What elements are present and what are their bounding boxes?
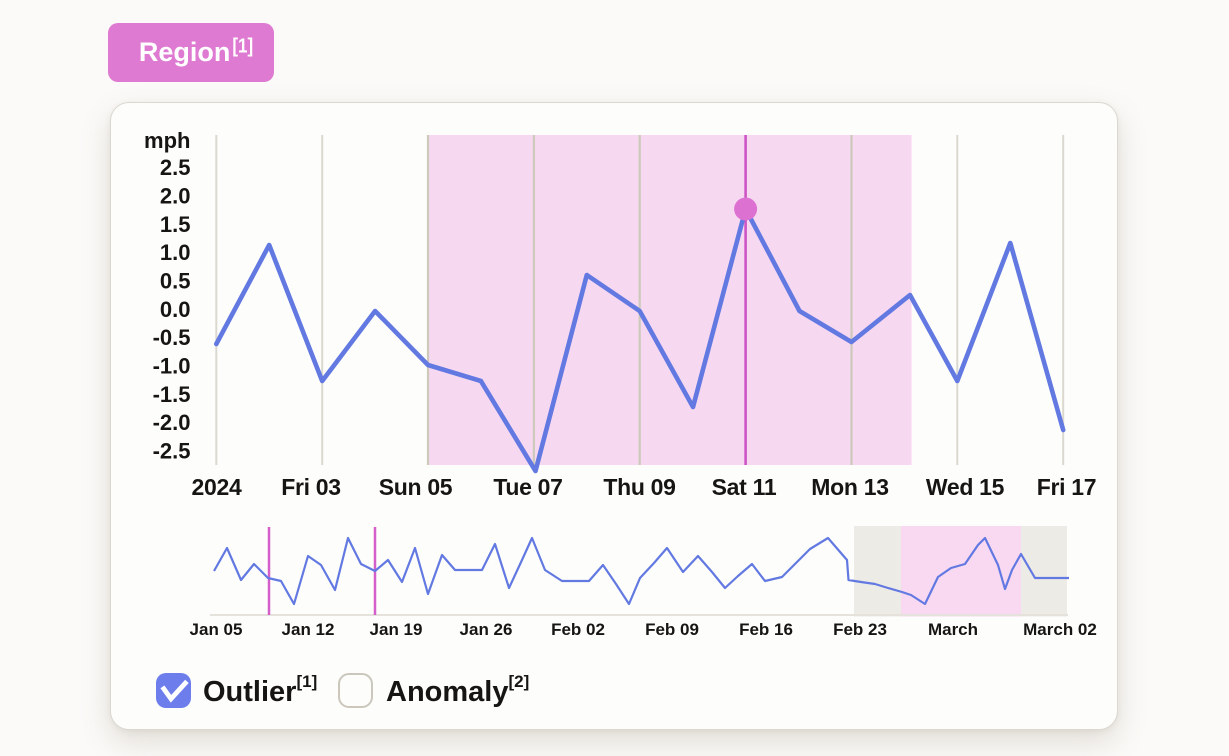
svg-text:Feb 09: Feb 09 xyxy=(645,620,699,639)
svg-text:2.5: 2.5 xyxy=(160,155,191,180)
svg-text:1.0: 1.0 xyxy=(160,240,191,265)
svg-text:-2.5: -2.5 xyxy=(153,439,191,464)
svg-text:Thu 09: Thu 09 xyxy=(603,474,675,500)
svg-text:-0.5: -0.5 xyxy=(153,325,191,350)
svg-text:Fri 03: Fri 03 xyxy=(281,474,341,500)
svg-text:-1.0: -1.0 xyxy=(153,354,191,379)
svg-text:Jan 26: Jan 26 xyxy=(460,620,513,639)
svg-text:1.5: 1.5 xyxy=(160,212,191,237)
svg-text:Fri 17: Fri 17 xyxy=(1037,474,1097,500)
svg-text:Mon 13: Mon 13 xyxy=(811,474,888,500)
svg-text:Sun 05: Sun 05 xyxy=(379,474,453,500)
svg-text:2024: 2024 xyxy=(192,474,242,500)
svg-text:Wed 15: Wed 15 xyxy=(926,474,1005,500)
svg-text:March 02: March 02 xyxy=(1023,620,1097,639)
svg-text:Jan 05: Jan 05 xyxy=(190,620,243,639)
svg-text:Jan 19: Jan 19 xyxy=(370,620,423,639)
svg-text:0.0: 0.0 xyxy=(160,297,191,322)
svg-text:Feb 16: Feb 16 xyxy=(739,620,793,639)
svg-text:Tue 07: Tue 07 xyxy=(493,474,562,500)
svg-text:2.0: 2.0 xyxy=(160,183,191,208)
svg-text:March: March xyxy=(928,620,978,639)
svg-text:Sat 11: Sat 11 xyxy=(712,474,777,500)
svg-text:Feb 23: Feb 23 xyxy=(833,620,887,639)
svg-text:Jan 12: Jan 12 xyxy=(282,620,335,639)
svg-text:Feb 02: Feb 02 xyxy=(551,620,605,639)
svg-text:-1.5: -1.5 xyxy=(153,382,191,407)
svg-text:-2.0: -2.0 xyxy=(153,410,191,435)
svg-text:0.5: 0.5 xyxy=(160,269,191,294)
svg-text:mph: mph xyxy=(144,128,190,153)
